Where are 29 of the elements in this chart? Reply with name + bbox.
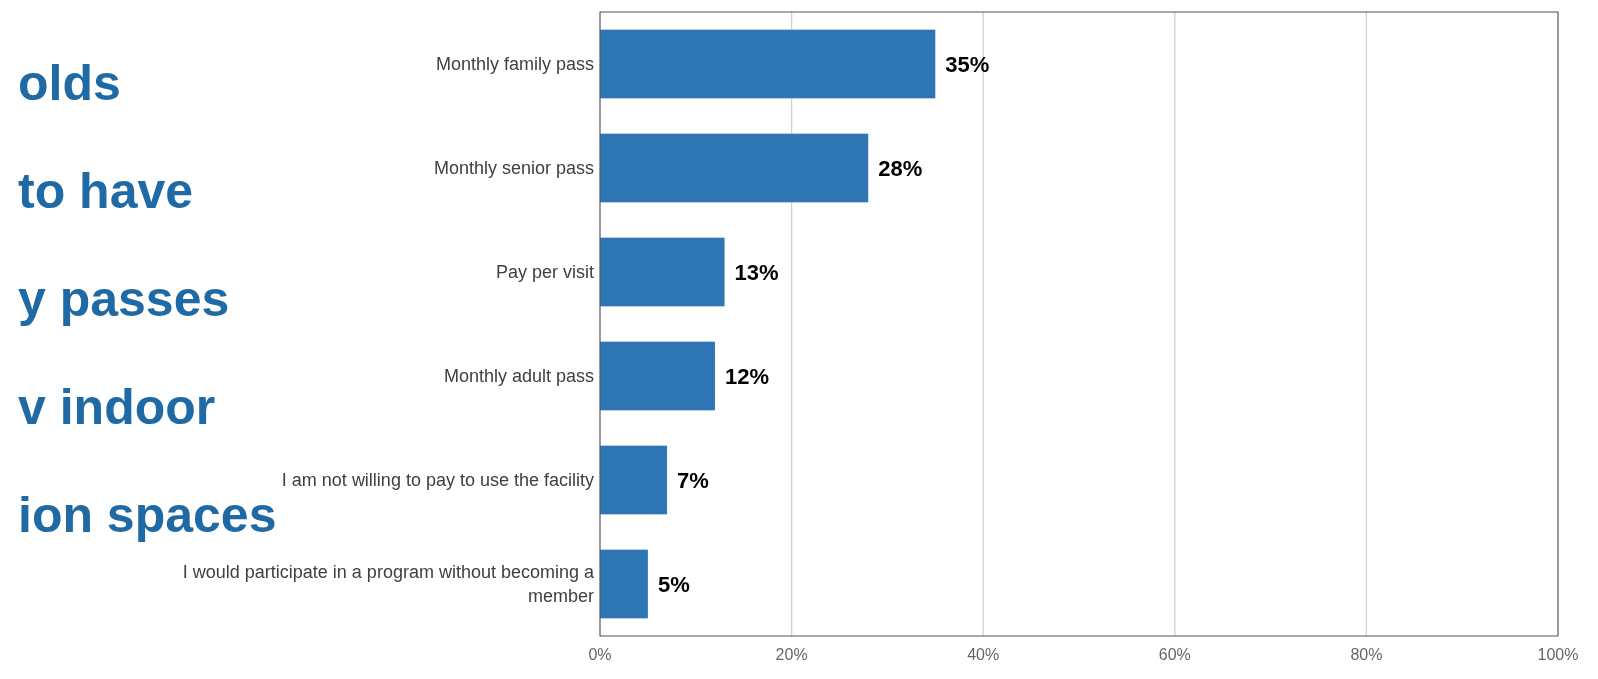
y-tick-label: Monthly senior pass: [433, 158, 594, 179]
bar: [600, 237, 725, 307]
data-label: 35%: [945, 51, 990, 77]
bar: [600, 133, 869, 203]
text: ion spaces: [18, 487, 277, 543]
data-label: 5%: [657, 571, 690, 597]
bar: [600, 445, 668, 515]
x-tick-label: 20%: [775, 646, 808, 663]
data-label: 28%: [878, 155, 923, 181]
y-tick-label: Monthly family pass: [435, 54, 594, 75]
x-tick-label: 0%: [588, 646, 612, 663]
x-tick-label: 80%: [1350, 646, 1383, 663]
text: v indoor: [18, 379, 216, 435]
data-label: 13%: [734, 259, 779, 285]
y-tick-label: Monthly adult pass: [443, 366, 594, 387]
bar: [600, 549, 648, 619]
y-tick-label: Pay per visit: [495, 262, 594, 283]
y-tick-label: I would participate in a program without becoming a member: [182, 562, 595, 607]
y-tick-label: I am not willing to pay to use the facility: [281, 470, 594, 491]
text: y passes: [18, 271, 230, 327]
data-label: 12%: [724, 363, 770, 389]
text: olds: [18, 55, 121, 111]
bar: [600, 341, 715, 411]
data-label: 7%: [677, 467, 709, 493]
x-tick-label: 100%: [1537, 646, 1579, 663]
x-tick-label: 60%: [1158, 646, 1191, 663]
x-tick-label: 40%: [967, 646, 1000, 663]
text: to have: [18, 163, 194, 219]
bar: [600, 29, 936, 99]
